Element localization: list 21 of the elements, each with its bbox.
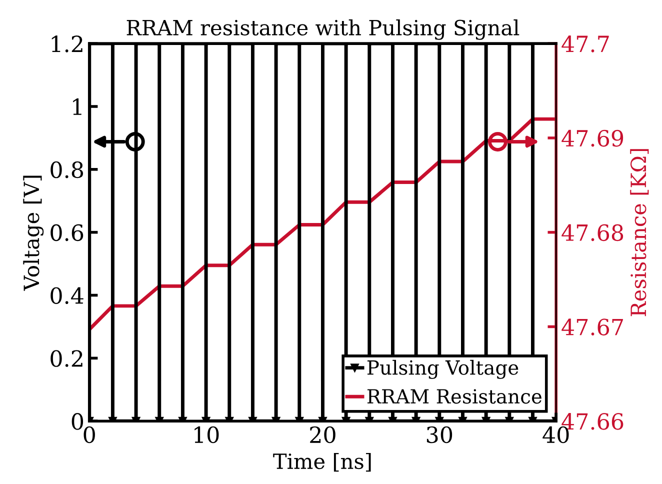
y2-tick-label: 47.7 — [562, 36, 609, 52]
y-axis-title: Voltage [V] — [23, 176, 44, 291]
legend-label: RRAM Resistance — [367, 389, 542, 404]
x-tick-label: 0 — [84, 426, 95, 444]
y-tick-label: 1 — [73, 98, 82, 115]
x-axis-title: Time [ns] — [273, 453, 371, 472]
y-tick-label: 0.8 — [50, 161, 84, 178]
x-tick-label: 30 — [426, 426, 452, 444]
legend-label: Pulsing Voltage — [367, 360, 518, 379]
chart-title: RRAM resistance with Pulsing Signal — [126, 19, 520, 40]
y2-axis-title: Resistance [KΩ] — [630, 149, 649, 316]
y-tick-label: 0.2 — [50, 350, 82, 367]
y2-tick-label: 47.69 — [562, 130, 624, 147]
y-tick-label: 0.6 — [50, 224, 84, 242]
y2-tick-label: 47.67 — [562, 318, 623, 336]
y2-tick-label: 47.68 — [562, 224, 624, 242]
y-tick-label: 0.4 — [50, 287, 84, 304]
y-tick-label: 0 — [72, 413, 84, 430]
x-tick-label: 10 — [194, 426, 219, 444]
x-tick-label: 20 — [310, 426, 336, 444]
y-tick-label: 1.2 — [52, 36, 82, 52]
